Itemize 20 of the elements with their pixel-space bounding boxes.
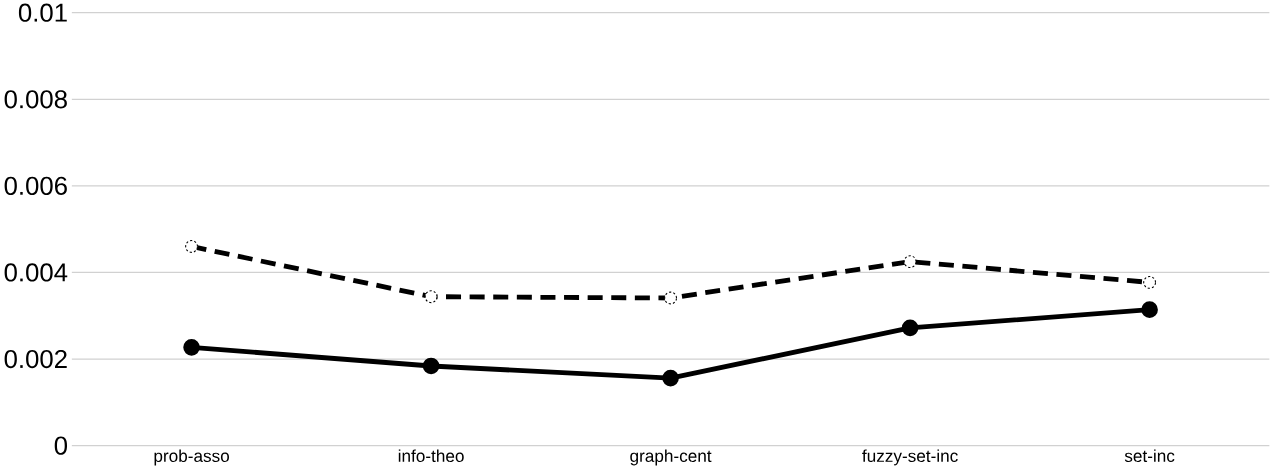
x-tick-label: set-inc	[1124, 449, 1175, 463]
x-tick-label: prob-asso	[154, 449, 229, 466]
x-tick-label: graph-cent	[630, 449, 712, 466]
x-tick-label: info-theo	[398, 449, 464, 463]
point	[422, 357, 440, 375]
y-tick-label: 0.004	[4, 263, 68, 282]
point	[662, 369, 679, 387]
point	[664, 291, 678, 305]
point	[901, 319, 919, 337]
y-tick-label: 0	[54, 436, 68, 455]
point	[424, 290, 438, 304]
y-tick-label: 0.01	[18, 3, 67, 22]
point	[1141, 301, 1158, 319]
x-tick-label: fuzzy-set-inc	[862, 449, 958, 466]
y-tick-label: 0.008	[4, 90, 67, 109]
point	[903, 255, 917, 269]
point	[185, 240, 199, 253]
y-tick-label: 0.006	[4, 176, 67, 195]
y-tick-label: 0.002	[4, 349, 67, 369]
point	[183, 339, 200, 356]
